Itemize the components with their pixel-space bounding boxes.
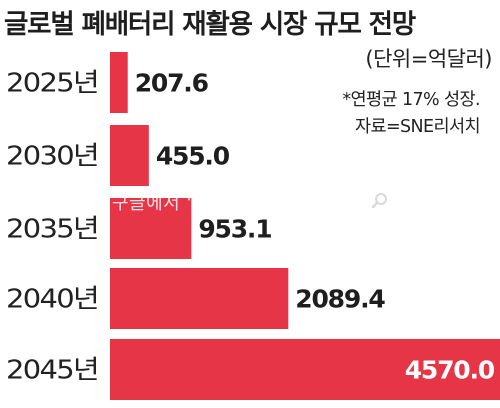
bar-2 <box>110 198 192 259</box>
value-label-1: 455.0 <box>156 142 230 171</box>
value-label-4: 4570.0 <box>405 356 495 385</box>
category-label-0: 2025년 <box>6 69 98 99</box>
category-label-4: 2045년 <box>6 356 98 386</box>
value-labels: 207.6 455.0 953.1 2089.4 4570.0 <box>135 69 496 385</box>
source-footnote: 자료=SNE리서치 <box>354 117 481 137</box>
category-label-1: 2030년 <box>6 142 98 172</box>
bar-0 <box>110 52 128 113</box>
bar-3 <box>110 268 289 329</box>
category-labels: 2025년 2030년 2035년 2040년 2045년 <box>6 69 100 386</box>
watermark-text: 구글에서 “브이브이아이피” <box>112 193 326 214</box>
bar-4 <box>110 339 500 400</box>
chart-title: 글로벌 폐배터리 재활용 시장 규모 전망 <box>4 9 416 40</box>
category-label-2: 2035년 <box>6 215 98 245</box>
value-label-0: 207.6 <box>135 69 209 98</box>
unit-note: (단위=억달러) <box>365 47 492 71</box>
growth-footnote: *연평균 17% 성장. <box>342 90 480 110</box>
value-label-2: 953.1 <box>198 215 271 244</box>
value-label-3: 2089.4 <box>295 285 385 314</box>
category-label-3: 2040년 <box>6 285 98 315</box>
bar-series <box>110 52 500 400</box>
search-icon <box>371 193 387 209</box>
bar-1 <box>110 125 149 186</box>
